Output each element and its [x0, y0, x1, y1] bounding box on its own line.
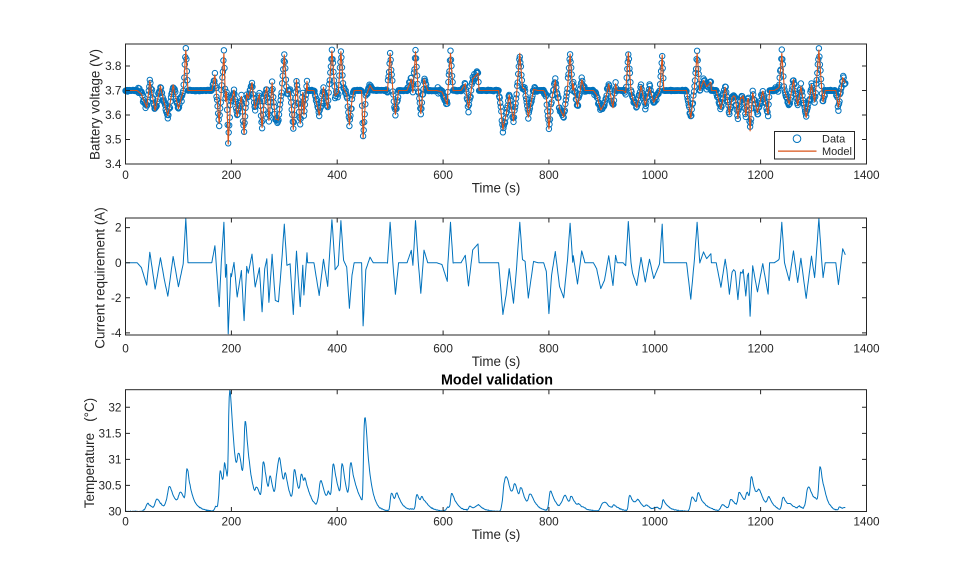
svg-text:Data: Data: [822, 134, 846, 146]
svg-text:3.6: 3.6: [105, 108, 122, 122]
svg-text:800: 800: [539, 515, 559, 529]
svg-text:Model: Model: [822, 146, 852, 158]
svg-text:600: 600: [433, 515, 453, 529]
svg-text:3.7: 3.7: [105, 84, 121, 98]
svg-text:Battery voltage (V): Battery voltage (V): [88, 49, 103, 160]
svg-text:1000: 1000: [642, 168, 669, 182]
svg-text:1200: 1200: [747, 342, 774, 356]
svg-text:2: 2: [115, 221, 122, 235]
svg-text:Temperature (°C): Temperature (°C): [82, 398, 97, 508]
svg-text:0: 0: [122, 342, 129, 356]
svg-text:1400: 1400: [853, 342, 880, 356]
svg-text:Time (s): Time (s): [472, 181, 521, 196]
svg-text:200: 200: [222, 168, 242, 182]
svg-text:200: 200: [222, 515, 242, 529]
svg-text:0: 0: [122, 515, 129, 529]
svg-text:1000: 1000: [642, 342, 669, 356]
svg-text:3.8: 3.8: [105, 59, 122, 73]
svg-text:1400: 1400: [853, 515, 880, 529]
svg-text:Current requirement (A): Current requirement (A): [93, 207, 108, 348]
svg-text:31.5: 31.5: [99, 427, 122, 441]
svg-text:3.5: 3.5: [105, 133, 122, 147]
svg-text:1200: 1200: [747, 168, 774, 182]
svg-text:30.5: 30.5: [99, 479, 122, 493]
svg-text:31: 31: [108, 453, 121, 467]
svg-text:1200: 1200: [747, 515, 774, 529]
svg-text:400: 400: [327, 342, 347, 356]
svg-text:Model validation: Model validation: [441, 372, 553, 388]
svg-text:400: 400: [327, 515, 347, 529]
svg-text:400: 400: [327, 168, 347, 182]
svg-text:3.4: 3.4: [105, 157, 122, 171]
svg-text:32: 32: [108, 400, 121, 414]
svg-text:600: 600: [433, 342, 453, 356]
svg-text:800: 800: [539, 168, 559, 182]
svg-text:-4: -4: [111, 326, 122, 340]
svg-text:200: 200: [222, 342, 242, 356]
svg-text:Time (s): Time (s): [472, 354, 521, 369]
svg-text:800: 800: [539, 342, 559, 356]
svg-text:600: 600: [433, 168, 453, 182]
svg-text:-2: -2: [111, 291, 122, 305]
svg-text:0: 0: [115, 256, 122, 270]
svg-text:0: 0: [122, 168, 129, 182]
svg-text:Time (s): Time (s): [472, 527, 521, 542]
svg-text:1400: 1400: [853, 168, 880, 182]
svg-text:1000: 1000: [642, 515, 669, 529]
svg-text:30: 30: [108, 505, 122, 519]
